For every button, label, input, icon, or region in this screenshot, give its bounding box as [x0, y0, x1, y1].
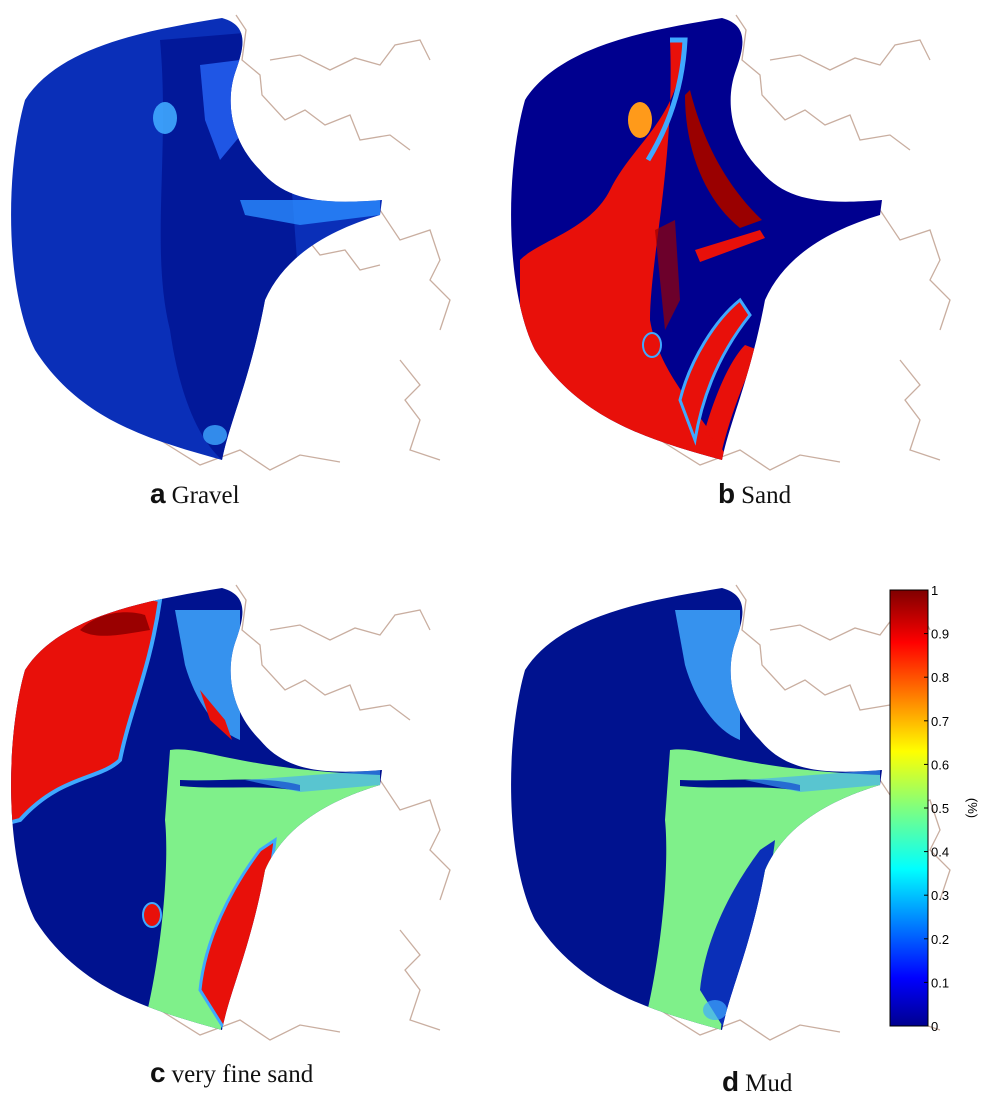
colorbar-tick-label: 1 [931, 585, 938, 598]
colorbar-tick-label: 0.5 [931, 801, 949, 816]
caption-sand: b Sand [718, 478, 791, 510]
colorbar-tick-label: 0.3 [931, 888, 949, 903]
caption-label: very fine sand [171, 1061, 314, 1088]
very-fine-sand-fraction-field [11, 588, 383, 1030]
colorbar-ticks: 1 0.9 0.8 0.7 0.6 0.5 0.4 0.3 0.2 0.1 0 [924, 583, 949, 1034]
caption-very-fine-sand: c very fine sand [150, 1057, 313, 1089]
colorbar-tick-label: 0.6 [931, 757, 949, 772]
colorbar-tick-label: 0.9 [931, 627, 949, 642]
colorbar-tick-label: 0.7 [931, 714, 949, 729]
caption-letter: c [150, 1057, 166, 1088]
colorbar-unit-label: (%) [965, 798, 980, 818]
caption-letter: d [722, 1066, 740, 1097]
coastline [159, 584, 451, 1041]
map-panel-gravel [0, 0, 480, 480]
gravel-map [11, 14, 451, 471]
caption-mud: d Mud [722, 1066, 792, 1098]
colorbar-tick-label: 0.2 [931, 932, 949, 947]
colorbar-tick-label: 0.1 [931, 975, 949, 990]
map-panel-sand [500, 0, 980, 480]
caption-letter: a [150, 478, 166, 509]
map-panel-mud [500, 570, 980, 1050]
caption-gravel: a Gravel [150, 478, 240, 510]
caption-letter: b [718, 478, 736, 509]
colorbar-tick-label: 0.4 [931, 845, 949, 860]
colorbar: 1 0.9 0.8 0.7 0.6 0.5 0.4 0.3 0.2 0.1 0 (%) [880, 583, 983, 1035]
coastline [659, 14, 951, 471]
map-panel-very-fine-sand [0, 570, 480, 1050]
colorbar-svg: 1 0.9 0.8 0.7 0.6 0.5 0.4 0.3 0.2 0.1 0 (%) [889, 583, 980, 1034]
colorbar-gradient [889, 589, 929, 1027]
caption-label: Gravel [171, 482, 240, 509]
gravel-fraction-field [11, 18, 383, 460]
colorbar-tick-label: 0.8 [931, 670, 949, 685]
caption-label: Mud [745, 1070, 793, 1097]
mud-map [511, 584, 951, 1041]
caption-label: Sand [741, 482, 792, 509]
colorbar-tick-label: 0 [931, 1019, 938, 1034]
sand-fraction-field [511, 18, 883, 460]
coastline [159, 14, 451, 471]
very-fine-sand-map [11, 584, 451, 1041]
sand-map [511, 14, 951, 471]
